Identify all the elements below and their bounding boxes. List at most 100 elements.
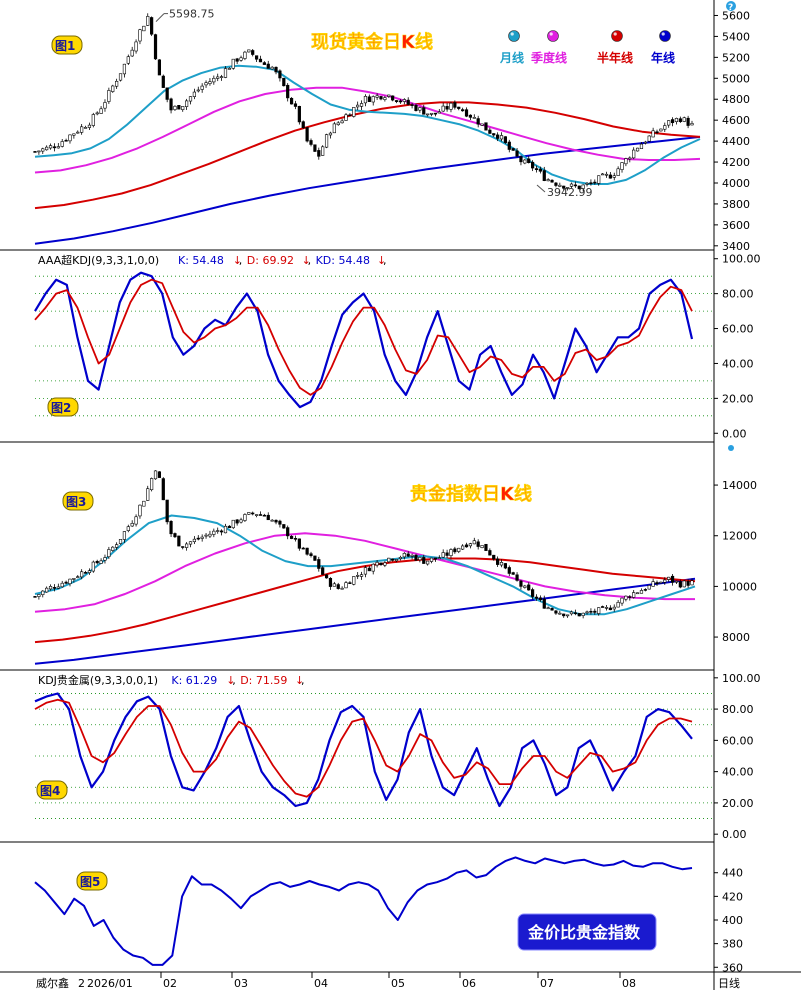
candle-body — [554, 182, 558, 186]
candle-body — [134, 516, 138, 525]
readout-sep: , — [239, 254, 243, 267]
candle-body — [527, 158, 531, 164]
candle-body — [406, 553, 410, 557]
x-tick-label: 05 — [391, 977, 405, 990]
candle-body — [690, 580, 694, 586]
candle-body — [647, 585, 651, 590]
panel-label: 图5 — [80, 875, 100, 889]
candle-body — [142, 500, 146, 507]
readout-sep: , — [301, 674, 305, 687]
candle-body — [418, 107, 422, 111]
candle-body — [278, 520, 282, 525]
candle-body — [499, 135, 504, 140]
candle-body — [48, 145, 53, 149]
candle-body — [301, 547, 305, 550]
axis-marker-icon — [728, 445, 734, 451]
candle-body — [604, 607, 609, 609]
candle-body — [674, 118, 679, 122]
candle-body — [344, 582, 348, 589]
candle-body — [52, 587, 57, 589]
candle-body — [550, 179, 554, 183]
candle-body — [216, 530, 220, 532]
candle-body — [581, 184, 585, 189]
watermark-label: 威尔鑫 — [36, 976, 69, 990]
candle-body — [402, 553, 406, 558]
period-label: 日线 — [718, 976, 740, 990]
candle-body — [367, 96, 371, 102]
candle-body — [208, 81, 212, 85]
candle-body — [45, 587, 49, 593]
candle-body — [670, 575, 675, 583]
candle-body — [348, 114, 352, 117]
candle-body — [80, 571, 84, 578]
readout-arrow: ↓ — [226, 674, 235, 687]
candle-body — [309, 140, 313, 145]
candle-body — [422, 557, 426, 564]
candle-body — [379, 96, 383, 100]
candle-body — [126, 56, 130, 64]
readout-sep: , — [383, 254, 387, 267]
panel-label-badge — [62, 491, 94, 511]
candle-body — [321, 567, 325, 575]
candle-body — [45, 146, 49, 151]
candle-body — [212, 77, 216, 83]
candle-body — [118, 539, 123, 544]
legend-ball-icon — [508, 30, 520, 42]
question-icon — [726, 1, 736, 11]
candle-body — [254, 514, 259, 516]
candle-body — [593, 181, 597, 184]
candle-body — [72, 133, 76, 136]
y-tick-label: 4200 — [722, 156, 750, 169]
candle-body — [332, 583, 336, 587]
y-tick-label: 380 — [722, 938, 743, 951]
panel-label: 图2 — [51, 401, 71, 415]
candle-body — [60, 141, 64, 147]
ma-halfyear-line — [34, 557, 696, 644]
candle-body — [612, 175, 616, 178]
candle-body — [503, 563, 507, 569]
legend-ball-icon — [547, 30, 559, 42]
candle-body — [639, 590, 644, 594]
candle-body — [87, 570, 92, 574]
candle-body — [472, 540, 476, 545]
candle-body — [433, 557, 438, 560]
candle-body — [511, 572, 515, 575]
readout-arrow: ↓ — [377, 254, 386, 267]
candle-body — [216, 76, 220, 79]
candle-body — [192, 538, 196, 543]
candle-body — [293, 103, 298, 107]
legend-label: 年线 — [651, 50, 675, 65]
legend-ball-highlight — [661, 32, 665, 36]
legend-ball-highlight — [510, 32, 514, 36]
candle-body — [282, 524, 286, 529]
candle-body — [134, 41, 138, 52]
candle-body — [538, 597, 542, 600]
candle-body — [231, 58, 235, 69]
candle-body — [371, 96, 375, 103]
ratio-line — [34, 856, 693, 966]
candle-body — [531, 589, 535, 597]
readout-arrow: ↓ — [295, 674, 304, 687]
y-tick-label: 40.00 — [722, 766, 754, 779]
x-tick-label: 2 — [78, 977, 85, 990]
candle-body — [173, 533, 177, 538]
candle-body — [667, 576, 671, 580]
candle-body — [690, 123, 694, 126]
candle-body — [363, 96, 368, 104]
candle-body — [682, 580, 686, 588]
panel-label-badge — [51, 35, 83, 55]
candle-body — [441, 105, 445, 112]
ui-overlays: 图1 图2 图3 图4 图5 威尔鑫 2 2026/01 02 03 04 05 06 07 08 日线? — [36, 1, 740, 990]
candle-body — [507, 567, 511, 574]
x-tick-label: 07 — [540, 977, 554, 990]
candle-body — [56, 586, 60, 589]
candle-body — [608, 607, 612, 611]
y-tick-label: 14000 — [722, 479, 757, 492]
candle-body — [103, 102, 107, 109]
candle-body — [523, 159, 527, 164]
candle-body — [235, 58, 239, 62]
candle-body — [301, 121, 305, 128]
candle-body — [146, 16, 150, 26]
candle-body — [391, 95, 395, 101]
